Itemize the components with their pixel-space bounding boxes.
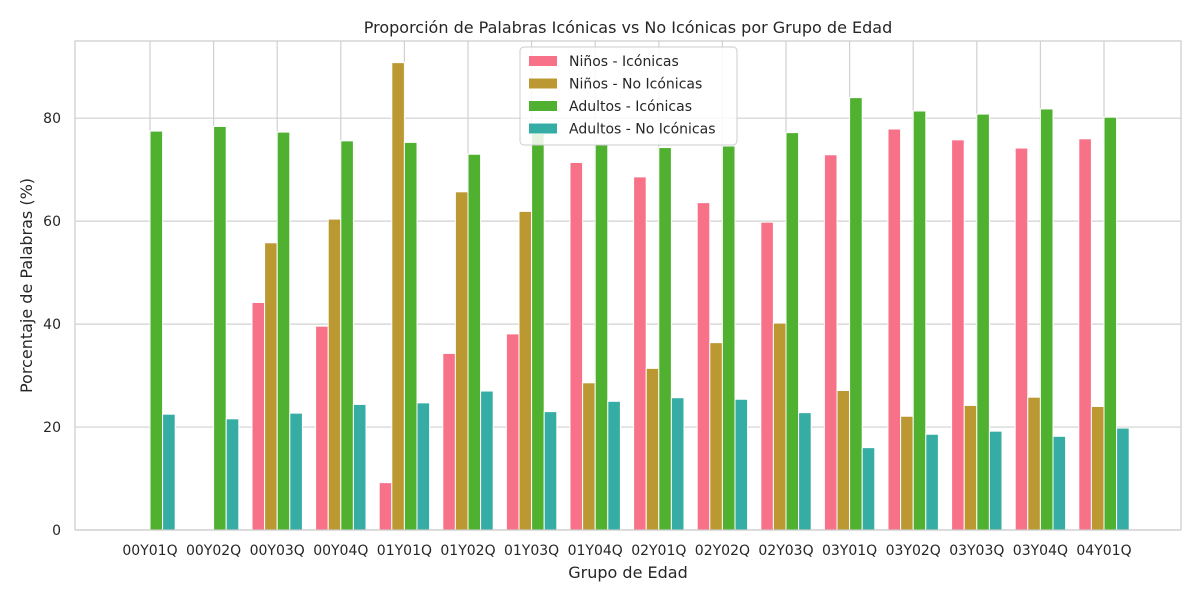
bar <box>760 221 774 531</box>
legend-swatch <box>529 101 557 111</box>
bar <box>340 140 354 531</box>
x-axis-label: Grupo de Edad <box>568 563 687 582</box>
bar <box>225 418 240 531</box>
bar <box>709 342 723 531</box>
x-tick-label: 01Y03Q <box>504 543 559 559</box>
bar <box>518 210 533 531</box>
bar <box>772 322 787 531</box>
x-tick-label: 02Y02Q <box>695 543 750 559</box>
x-tick-label: 00Y04Q <box>313 543 368 559</box>
y-tick-label: 20 <box>43 420 61 436</box>
x-tick-label: 02Y01Q <box>631 543 686 559</box>
bar <box>416 402 431 531</box>
bar <box>467 153 482 531</box>
x-tick-label: 00Y02Q <box>186 543 241 559</box>
bar <box>213 125 227 531</box>
x-tick-label: 03Y04Q <box>1013 543 1068 559</box>
bar <box>480 390 494 531</box>
bar <box>988 430 1003 531</box>
y-tick-labels: 0 20 40 60 80 <box>43 111 61 539</box>
legend-swatch <box>529 123 557 134</box>
x-tick-label: 01Y04Q <box>568 543 623 559</box>
bar <box>264 242 278 531</box>
bar <box>721 145 736 531</box>
x-tick-labels: 00Y01Q 00Y02Q 00Y03Q 00Y04Q 01Y01Q 01Y02Q 01Y0… <box>122 543 1131 559</box>
bar <box>836 390 851 531</box>
bar <box>1103 116 1118 531</box>
legend-entry: Niños - Icónicas <box>569 54 679 70</box>
bar <box>785 132 800 531</box>
bar <box>403 141 418 531</box>
bar <box>696 202 711 531</box>
x-tick-label: 01Y01Q <box>377 543 432 559</box>
bar <box>798 412 812 531</box>
x-tick-label: 02Y03Q <box>758 543 813 559</box>
bar <box>391 62 405 531</box>
bar <box>1078 138 1092 531</box>
x-tick-label: 03Y02Q <box>886 543 941 559</box>
bar <box>378 482 393 531</box>
bar <box>543 411 558 531</box>
y-tick-label: 80 <box>43 111 61 127</box>
x-tick-label: 00Y03Q <box>250 543 305 559</box>
bar <box>951 139 965 531</box>
bar <box>442 352 456 531</box>
bar <box>162 413 176 531</box>
bar <box>1052 435 1067 531</box>
bar <box>607 400 621 531</box>
legend-entry: Adultos - Icónicas <box>569 99 692 115</box>
bar <box>658 147 672 531</box>
bar <box>531 133 545 531</box>
bar <box>289 412 303 531</box>
bar <box>912 110 927 531</box>
bar <box>315 325 329 531</box>
bar <box>1090 405 1105 531</box>
x-tick-label: 01Y02Q <box>440 543 495 559</box>
bar <box>861 447 876 531</box>
y-tick-label: 40 <box>43 317 61 333</box>
bar <box>976 113 990 531</box>
plot-frame <box>74 40 1182 531</box>
x-tick-label: 04Y01Q <box>1076 543 1131 559</box>
x-tick-label: 03Y03Q <box>949 543 1004 559</box>
legend-box <box>519 46 738 146</box>
bar <box>251 301 266 531</box>
chart-title: Proporción de Palabras Icónicas vs No Ic… <box>364 18 892 37</box>
bar <box>633 176 647 531</box>
bar <box>505 333 520 531</box>
legend-swatch <box>529 78 557 89</box>
bar <box>849 97 863 531</box>
bar <box>582 382 596 531</box>
legend-entry: Adultos - No Icónicas <box>569 122 716 138</box>
bar <box>149 130 164 531</box>
bar <box>1039 108 1054 531</box>
bar <box>670 397 685 531</box>
x-tick-label: 03Y01Q <box>822 543 877 559</box>
x-tick-label: 00Y01Q <box>122 543 177 559</box>
bar <box>900 415 914 531</box>
bar <box>327 218 342 531</box>
bar <box>1027 396 1041 531</box>
bar <box>594 143 609 531</box>
bar <box>276 131 291 531</box>
bar <box>925 433 939 531</box>
bar <box>569 161 584 531</box>
bar <box>454 191 469 531</box>
bar <box>963 404 978 531</box>
y-tick-label: 0 <box>52 523 61 539</box>
legend: Niños - Icónicas Niños - No Icónicas Adult… <box>519 46 738 146</box>
bar <box>887 128 902 531</box>
bar <box>352 403 367 531</box>
y-axis-label: Porcentaje de Palabras (%) <box>17 178 36 393</box>
y-tick-label: 60 <box>43 214 61 230</box>
bar <box>1014 147 1029 531</box>
bar <box>645 367 660 531</box>
legend-swatch <box>529 56 557 66</box>
bar <box>734 398 749 531</box>
bar <box>823 154 838 531</box>
bar <box>1116 427 1130 531</box>
legend-entry: Niños - No Icónicas <box>569 77 702 93</box>
